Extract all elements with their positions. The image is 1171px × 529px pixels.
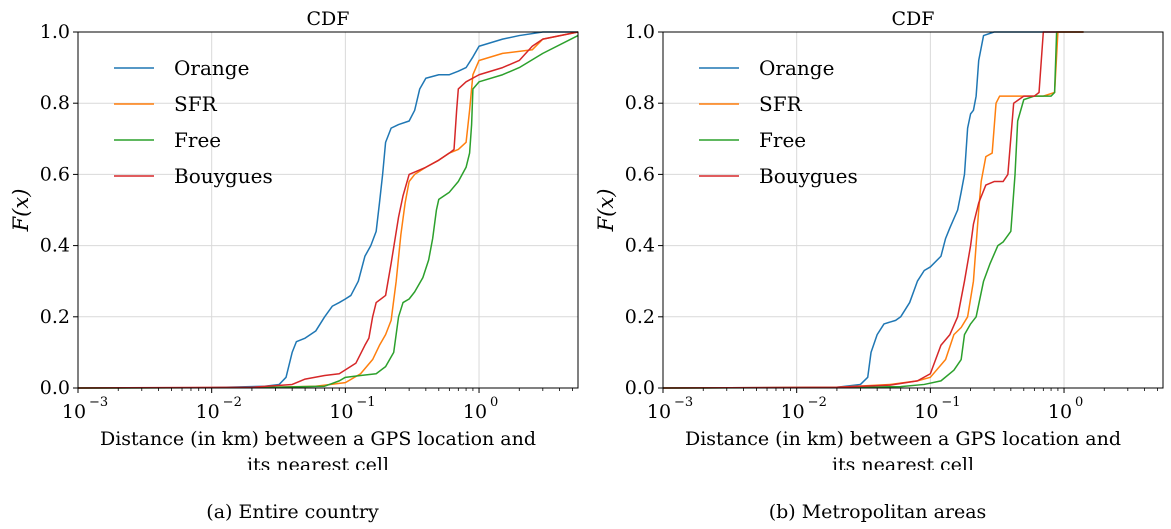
caption-a: (a) Entire country	[206, 501, 379, 523]
x-tick-exponent: 0	[490, 395, 498, 410]
series-line-orange	[77, 31, 578, 389]
x-tick-exponent: 0	[1075, 395, 1083, 410]
y-tick-label: 0.4	[40, 235, 70, 257]
y-tick-label: 0.0	[625, 377, 655, 399]
y-axis-label: F(x)	[594, 189, 618, 233]
y-tick-label: 0.0	[40, 377, 70, 399]
x-tick-exponent: −2	[223, 395, 242, 410]
x-tick-exponent: −3	[674, 395, 693, 410]
chart-panel-a: 10 −3 10 −2 10 −1 10 0 0.0 0.2 0.4 0.6 0.8 1.0 CDF F(x)…	[0, 0, 585, 529]
plot-frame	[77, 31, 579, 389]
series-line-bouygues	[662, 31, 1084, 389]
x-tick-exponent: −1	[356, 395, 375, 410]
x-tick-label: 10	[62, 401, 86, 423]
x-tick-exponent: −1	[941, 395, 960, 410]
legend-label-bouygues: Bouygues	[174, 164, 273, 188]
chart-title: CDF	[892, 8, 935, 30]
series-line-orange	[662, 31, 1084, 389]
y-tick-label: 0.6	[40, 163, 70, 185]
chart-svg-b: 10 −3 10 −2 10 −1 10 00.00.20.40.60.81.0CDFF(x)…	[594, 8, 1164, 470]
chart-svg-a: 10 −3 10 −2 10 −1 10 00.00.20.40.60.81.0CDFF(x)…	[9, 8, 579, 470]
x-tick-label: 10	[463, 401, 487, 423]
chart-title: CDF	[307, 8, 350, 30]
x-tick-label: 10	[647, 401, 671, 423]
series-line-free	[77, 34, 579, 389]
y-tick-label: 0.4	[625, 235, 655, 257]
x-axis-label-line: its nearest cell	[832, 454, 974, 470]
caption-b: (b) Metropolitan areas	[768, 501, 987, 523]
x-axis-label-line: Distance (in km) between a GPS location …	[685, 428, 1121, 450]
x-tick-exponent: −2	[808, 395, 827, 410]
legend-label-bouygues: Bouygues	[759, 164, 858, 188]
x-tick-label: 10	[914, 401, 938, 423]
y-tick-label: 0.8	[40, 92, 70, 114]
series-line-sfr	[77, 31, 579, 389]
y-axis-label: F(x)	[9, 189, 33, 233]
x-axis-label-line: Distance (in km) between a GPS location …	[100, 428, 536, 450]
x-tick-label: 10	[1048, 401, 1072, 423]
plot-frame	[662, 31, 1164, 389]
series-line-bouygues	[77, 31, 579, 389]
x-tick-exponent: −3	[89, 395, 108, 410]
y-tick-label: 1.0	[40, 21, 70, 43]
legend-label-free: Free	[759, 128, 806, 152]
legend-label-orange: Orange	[174, 56, 249, 80]
series-line-sfr	[662, 31, 1084, 389]
legend-label-sfr: SFR	[759, 92, 803, 116]
y-tick-label: 0.2	[40, 306, 70, 328]
y-tick-label: 1.0	[625, 21, 655, 43]
legend-label-sfr: SFR	[174, 92, 218, 116]
series-line-free	[662, 31, 1084, 389]
y-tick-label: 0.8	[625, 92, 655, 114]
legend-label-orange: Orange	[759, 56, 834, 80]
x-axis-label-line: its nearest cell	[247, 454, 389, 470]
chart-panel-b: 10 −3 10 −2 10 −1 10 0 0.0 0.2 0.4 0.6 0.8 1.0 CDF F(x)…	[585, 0, 1170, 529]
legend-label-free: Free	[174, 128, 221, 152]
x-tick-label: 10	[196, 401, 220, 423]
y-tick-label: 0.2	[625, 306, 655, 328]
x-tick-label: 10	[781, 401, 805, 423]
y-tick-label: 0.6	[625, 163, 655, 185]
x-tick-label: 10	[329, 401, 353, 423]
